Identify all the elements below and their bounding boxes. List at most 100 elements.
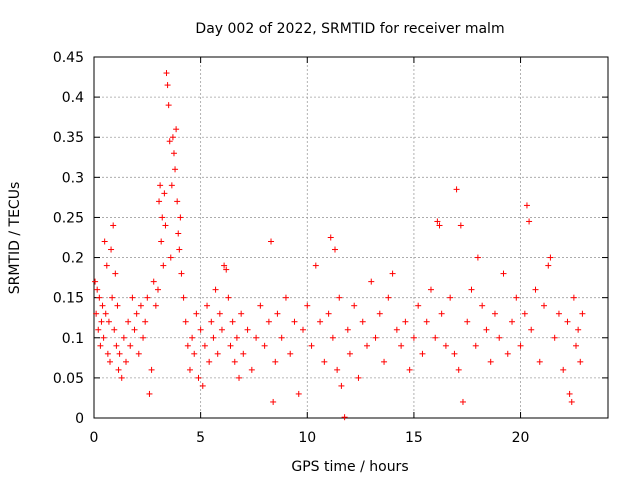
data-point xyxy=(389,270,396,277)
data-point xyxy=(115,366,122,373)
x-axis-label: GPS time / hours xyxy=(291,459,408,475)
x-tick-label: 0 xyxy=(90,430,99,446)
data-point xyxy=(113,342,120,349)
data-point xyxy=(547,254,554,261)
data-point xyxy=(144,294,151,301)
data-point xyxy=(186,366,193,373)
data-point xyxy=(127,342,134,349)
data-point xyxy=(233,334,240,341)
data-point xyxy=(434,218,441,225)
data-point xyxy=(253,334,260,341)
data-point xyxy=(142,318,149,325)
data-point xyxy=(447,294,454,301)
data-point xyxy=(355,374,362,381)
data-point xyxy=(125,318,132,325)
data-point xyxy=(457,222,464,229)
data-point xyxy=(131,326,138,333)
data-point xyxy=(173,126,180,133)
data-point xyxy=(158,238,165,245)
data-point xyxy=(216,310,223,317)
data-point xyxy=(410,334,417,341)
data-point xyxy=(184,342,191,349)
data-point xyxy=(509,318,516,325)
data-point xyxy=(312,262,319,269)
data-point xyxy=(135,350,142,357)
data-point xyxy=(287,350,294,357)
data-point xyxy=(468,286,475,293)
data-point xyxy=(106,358,113,365)
data-point xyxy=(346,350,353,357)
data-point xyxy=(238,310,245,317)
data-point xyxy=(165,102,172,109)
data-point xyxy=(159,214,166,221)
data-point xyxy=(368,278,375,285)
data-point xyxy=(344,326,351,333)
y-tick-label: 0.45 xyxy=(53,50,84,66)
data-point xyxy=(208,318,215,325)
data-point xyxy=(112,270,119,277)
data-point xyxy=(351,302,358,309)
data-point xyxy=(406,366,413,373)
data-point xyxy=(265,318,272,325)
data-point xyxy=(177,214,184,221)
data-point xyxy=(363,342,370,349)
data-point xyxy=(97,342,104,349)
data-point xyxy=(321,358,328,365)
data-point xyxy=(551,334,558,341)
data-point xyxy=(199,382,206,389)
data-point xyxy=(398,342,405,349)
data-point xyxy=(180,294,187,301)
x-tick-label: 5 xyxy=(196,430,205,446)
data-point xyxy=(168,182,175,189)
data-point xyxy=(568,398,575,405)
x-tick-label: 15 xyxy=(405,430,423,446)
data-point xyxy=(487,358,494,365)
data-point xyxy=(129,294,136,301)
data-point xyxy=(160,262,167,269)
data-point xyxy=(474,254,481,261)
data-points xyxy=(92,70,586,421)
data-point xyxy=(212,286,219,293)
data-point xyxy=(167,254,174,261)
data-point xyxy=(308,342,315,349)
data-point xyxy=(152,302,159,309)
data-point xyxy=(229,318,236,325)
data-point xyxy=(336,294,343,301)
axis-ticks xyxy=(93,56,608,419)
data-point xyxy=(111,326,118,333)
data-point xyxy=(545,262,552,269)
data-point xyxy=(193,310,200,317)
data-point xyxy=(248,366,255,373)
data-point xyxy=(451,350,458,357)
data-point xyxy=(156,198,163,205)
data-point xyxy=(472,342,479,349)
data-point xyxy=(240,350,247,357)
data-point xyxy=(278,334,285,341)
data-point xyxy=(438,310,445,317)
data-point xyxy=(170,150,177,157)
data-point xyxy=(496,334,503,341)
data-point xyxy=(116,350,123,357)
data-point xyxy=(108,246,115,253)
data-point xyxy=(579,310,586,317)
data-point xyxy=(453,186,460,193)
data-point xyxy=(244,326,251,333)
data-point xyxy=(257,302,264,309)
data-point xyxy=(419,350,426,357)
data-point xyxy=(100,334,107,341)
y-tick-label: 0.2 xyxy=(62,251,84,267)
data-point xyxy=(93,310,100,317)
data-point xyxy=(210,334,217,341)
data-point xyxy=(532,286,539,293)
data-point xyxy=(102,310,109,317)
data-point xyxy=(436,222,443,229)
data-point xyxy=(197,326,204,333)
data-point xyxy=(206,358,213,365)
y-tick-label: 0.25 xyxy=(53,210,84,226)
data-point xyxy=(195,374,202,381)
data-point xyxy=(95,326,102,333)
data-point xyxy=(274,310,281,317)
data-point xyxy=(157,182,164,189)
